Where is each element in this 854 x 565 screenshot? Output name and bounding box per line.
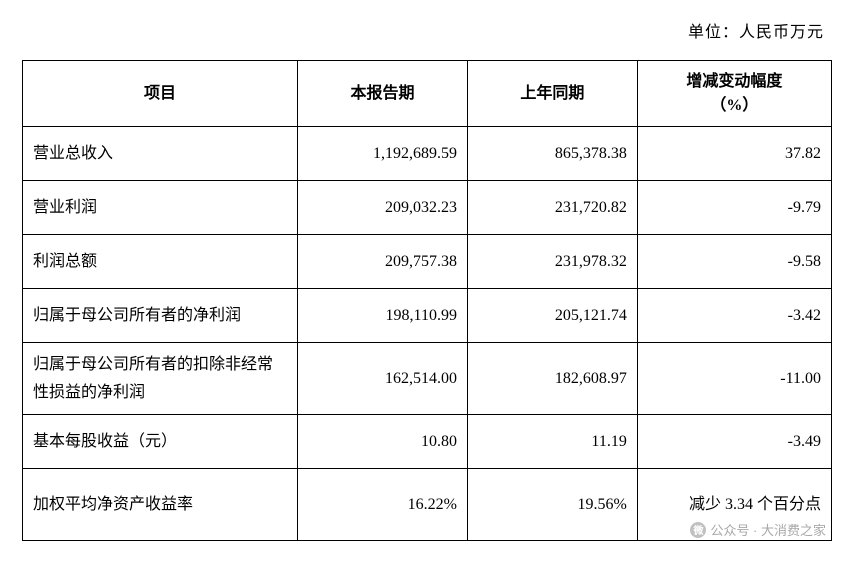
watermark-text: 公众号 · 大消费之家 xyxy=(710,520,826,539)
cell-current: 209,032.23 xyxy=(298,181,468,235)
table-row: 营业总收入 1,192,689.59 865,378.38 37.82 xyxy=(23,127,832,181)
wechat-icon: 微 xyxy=(690,522,706,538)
cell-item: 归属于母公司所有者的净利润 xyxy=(23,289,298,343)
table-row: 基本每股收益（元） 10.80 11.19 -3.49 xyxy=(23,415,832,469)
cell-change: -11.00 xyxy=(637,343,831,415)
financial-table: 项目 本报告期 上年同期 增减变动幅度 （%） 营业总收入 1,192,689.… xyxy=(22,60,832,541)
table-row: 营业利润 209,032.23 231,720.82 -9.79 xyxy=(23,181,832,235)
cell-current: 198,110.99 xyxy=(298,289,468,343)
cell-item: 营业总收入 xyxy=(23,127,298,181)
cell-prior: 231,978.32 xyxy=(467,235,637,289)
cell-current: 209,757.38 xyxy=(298,235,468,289)
cell-item: 加权平均净资产收益率 xyxy=(23,469,298,541)
cell-prior: 182,608.97 xyxy=(467,343,637,415)
header-current: 本报告期 xyxy=(298,61,468,127)
cell-prior: 19.56% xyxy=(467,469,637,541)
table-row: 归属于母公司所有者的净利润 198,110.99 205,121.74 -3.4… xyxy=(23,289,832,343)
watermark: 微 公众号 · 大消费之家 xyxy=(690,520,826,539)
header-item: 项目 xyxy=(23,61,298,127)
cell-item: 归属于母公司所有者的扣除非经常性损益的净利润 xyxy=(23,343,298,415)
cell-prior: 11.19 xyxy=(467,415,637,469)
cell-current: 1,192,689.59 xyxy=(298,127,468,181)
cell-change: 37.82 xyxy=(637,127,831,181)
cell-change: -3.49 xyxy=(637,415,831,469)
cell-item: 利润总额 xyxy=(23,235,298,289)
cell-prior: 865,378.38 xyxy=(467,127,637,181)
cell-item: 基本每股收益（元） xyxy=(23,415,298,469)
cell-current: 162,514.00 xyxy=(298,343,468,415)
cell-change: -3.42 xyxy=(637,289,831,343)
cell-prior: 205,121.74 xyxy=(467,289,637,343)
cell-current: 16.22% xyxy=(298,469,468,541)
cell-change: -9.79 xyxy=(637,181,831,235)
table-row: 归属于母公司所有者的扣除非经常性损益的净利润 162,514.00 182,60… xyxy=(23,343,832,415)
cell-prior: 231,720.82 xyxy=(467,181,637,235)
cell-change: -9.58 xyxy=(637,235,831,289)
header-prior: 上年同期 xyxy=(467,61,637,127)
header-change: 增减变动幅度 （%） xyxy=(637,61,831,127)
cell-current: 10.80 xyxy=(298,415,468,469)
cell-item: 营业利润 xyxy=(23,181,298,235)
table-header-row: 项目 本报告期 上年同期 增减变动幅度 （%） xyxy=(23,61,832,127)
table-row: 利润总额 209,757.38 231,978.32 -9.58 xyxy=(23,235,832,289)
unit-label: 单位：人民币万元 xyxy=(22,18,832,42)
